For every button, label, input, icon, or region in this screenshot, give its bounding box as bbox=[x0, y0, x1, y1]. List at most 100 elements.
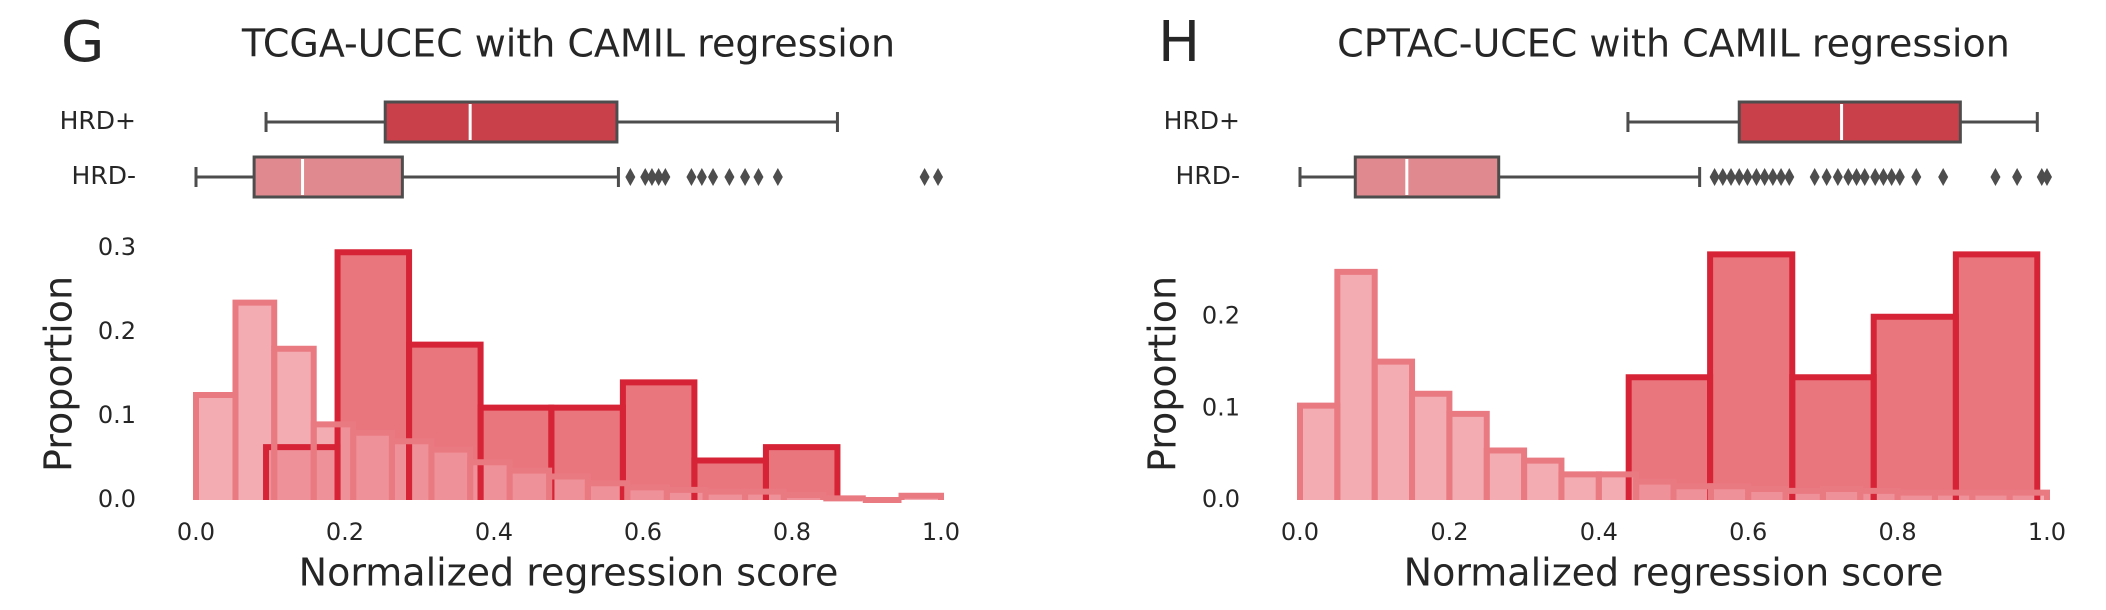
histogram-bar bbox=[2009, 492, 2047, 500]
outlier bbox=[625, 168, 636, 186]
histogram-bar bbox=[549, 476, 588, 500]
histogram-edge bbox=[619, 379, 698, 500]
histogram-bar bbox=[627, 487, 667, 500]
outlier bbox=[1784, 168, 1795, 186]
histogram-bar bbox=[622, 382, 695, 500]
histogram-bar bbox=[196, 395, 236, 500]
outlier bbox=[724, 168, 735, 186]
outlier bbox=[1726, 168, 1737, 186]
outlier bbox=[1742, 168, 1753, 186]
histogram-bar bbox=[313, 424, 354, 500]
histogram-edge bbox=[820, 495, 866, 502]
histogram-bar bbox=[1955, 254, 2038, 500]
outlier bbox=[1832, 168, 1843, 186]
box bbox=[1353, 155, 1501, 199]
x-tick-label: 0.2 bbox=[1430, 518, 1468, 546]
histogram-bar bbox=[1337, 271, 1375, 500]
y-tick-label: 0.3 bbox=[98, 233, 136, 261]
histogram-bar bbox=[1486, 450, 1525, 500]
outlier bbox=[1776, 168, 1787, 186]
y-tick-label: 0.2 bbox=[98, 317, 136, 345]
x-tick-label: 0.0 bbox=[1281, 518, 1319, 546]
x-tick-label: 1.0 bbox=[922, 518, 960, 546]
histogram-bar bbox=[1561, 474, 1599, 500]
category-label: HRD- bbox=[72, 161, 136, 190]
outlier bbox=[1821, 168, 1832, 186]
x-tick-label: 0.4 bbox=[1580, 518, 1618, 546]
x-tick-label: 0.6 bbox=[624, 518, 662, 546]
outlier bbox=[1851, 168, 1862, 186]
histogram-bar bbox=[1785, 490, 1823, 500]
x-tick-label: 0.6 bbox=[1729, 518, 1767, 546]
histogram-edge bbox=[762, 444, 841, 500]
outlier bbox=[753, 168, 764, 186]
outlier bbox=[1843, 168, 1854, 186]
outlier bbox=[1938, 168, 1949, 186]
outlier bbox=[1870, 168, 1881, 186]
histogram-bar bbox=[1972, 492, 2010, 500]
box bbox=[252, 155, 404, 199]
y-tick-label: 0.0 bbox=[1202, 485, 1240, 513]
outlier bbox=[740, 168, 751, 186]
outlier bbox=[1886, 168, 1897, 186]
histogram-bar bbox=[1710, 486, 1749, 500]
panel-label: H bbox=[1158, 10, 1200, 75]
outlier bbox=[640, 168, 651, 186]
category-label: HRD+ bbox=[1164, 106, 1240, 135]
y-axis-label: Proportion bbox=[37, 276, 81, 472]
x-tick-label: 0.0 bbox=[177, 518, 215, 546]
histogram-bar bbox=[470, 462, 510, 500]
category-label: HRD+ bbox=[60, 106, 136, 135]
outlier bbox=[2036, 168, 2047, 186]
histogram-bar bbox=[1412, 393, 1450, 500]
outlier bbox=[708, 168, 719, 186]
histogram-bar bbox=[1524, 460, 1562, 500]
y-axis-label: Proportion bbox=[1141, 276, 1185, 472]
y-tick-label: 0.1 bbox=[98, 401, 136, 429]
histogram-bar bbox=[1860, 490, 1898, 500]
x-tick-label: 0.2 bbox=[326, 518, 364, 546]
outlier bbox=[1859, 168, 1870, 186]
outlier bbox=[1809, 168, 1820, 186]
outlier bbox=[696, 168, 707, 186]
outlier bbox=[2012, 168, 2023, 186]
histogram-bar bbox=[353, 432, 392, 500]
histogram-bar bbox=[587, 483, 628, 500]
histogram-edge bbox=[1952, 251, 2041, 500]
outlier bbox=[1709, 168, 1720, 186]
y-tick-label: 0.2 bbox=[1202, 302, 1240, 330]
histogram-bar bbox=[666, 489, 706, 500]
histogram-bar bbox=[1710, 254, 1793, 500]
outlier bbox=[653, 168, 664, 186]
histogram-bar bbox=[1374, 361, 1413, 500]
histogram-bar bbox=[705, 491, 746, 500]
outlier bbox=[919, 168, 930, 186]
histogram-bar bbox=[1636, 481, 1674, 500]
histogram-edge bbox=[2006, 489, 2050, 500]
outlier bbox=[1911, 168, 1922, 186]
histogram-bar bbox=[1673, 486, 1711, 500]
outlier bbox=[686, 168, 697, 186]
outlier bbox=[1734, 168, 1745, 186]
outlier bbox=[1767, 168, 1778, 186]
x-tick-label: 1.0 bbox=[2028, 518, 2066, 546]
outlier bbox=[1717, 168, 1728, 186]
outlier bbox=[1878, 168, 1889, 186]
histogram-bar bbox=[431, 449, 471, 500]
outlier bbox=[660, 168, 671, 186]
y-tick-label: 0.1 bbox=[1202, 393, 1240, 421]
outlier bbox=[772, 168, 783, 186]
box bbox=[383, 100, 619, 144]
histogram-bar bbox=[1449, 413, 1487, 500]
y-tick-label: 0.0 bbox=[98, 485, 136, 513]
x-axis-label: Normalized regression score bbox=[299, 551, 839, 595]
chart-title: TCGA-UCEC with CAMIL regression bbox=[241, 22, 895, 66]
x-tick-label: 0.8 bbox=[1879, 518, 1917, 546]
histogram-bar bbox=[1792, 377, 1874, 500]
x-axis-label: Normalized regression score bbox=[1404, 551, 1944, 595]
histogram-bar bbox=[1873, 316, 1956, 500]
outlier bbox=[2042, 168, 2052, 186]
histogram-edge bbox=[898, 492, 944, 500]
outlier bbox=[933, 168, 944, 186]
outlier bbox=[1990, 168, 2001, 186]
